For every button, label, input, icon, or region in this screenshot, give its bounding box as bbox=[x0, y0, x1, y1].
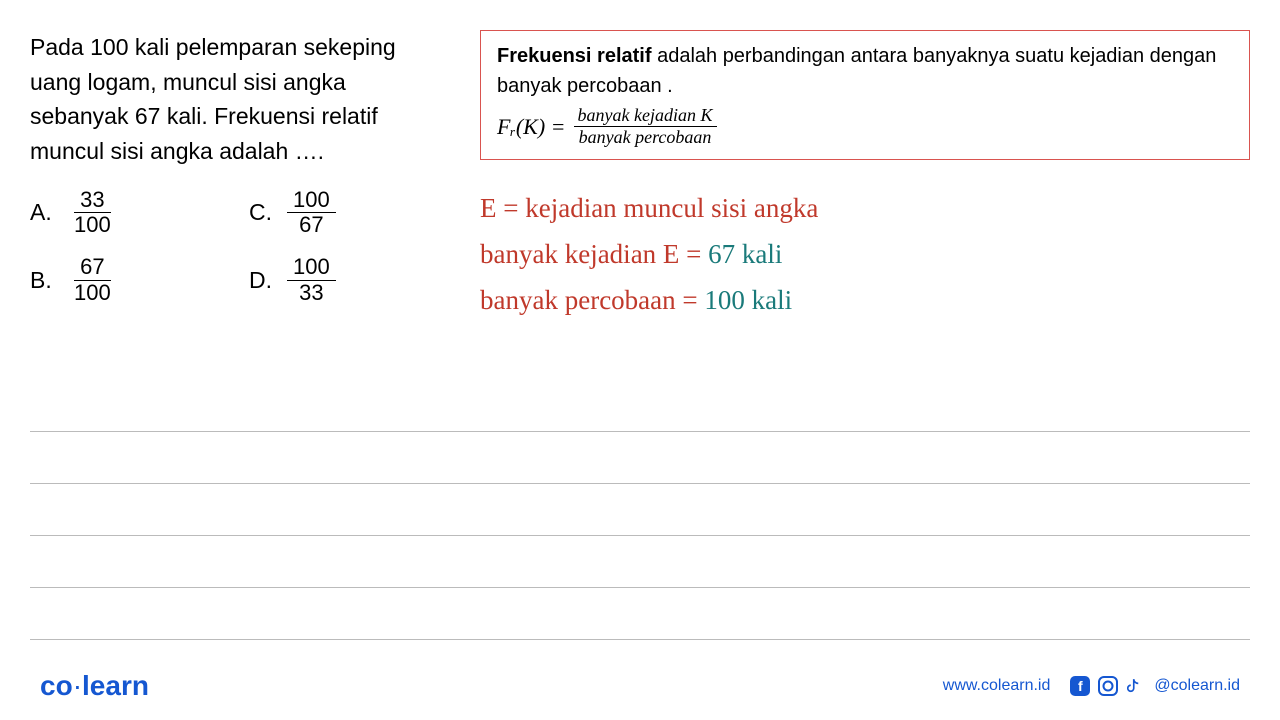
hand-line-2-teal: 67 kali bbox=[708, 239, 782, 269]
ruled-line bbox=[30, 588, 1250, 640]
footer: co·learn www.colearn.id f @colearn.id bbox=[0, 670, 1280, 702]
ruled-line bbox=[30, 484, 1250, 536]
option-d: D. 100 33 bbox=[249, 255, 440, 304]
fraction: 100 33 bbox=[287, 255, 336, 304]
fraction-numerator: 100 bbox=[287, 255, 336, 280]
formula-lhs: Fᵣ(K) = bbox=[497, 110, 566, 143]
fraction-numerator: 100 bbox=[287, 188, 336, 213]
option-b: B. 67 100 bbox=[30, 255, 221, 304]
facebook-icon: f bbox=[1070, 676, 1090, 696]
logo-dot: · bbox=[73, 670, 82, 701]
logo: co·learn bbox=[40, 670, 149, 702]
handwriting-area: E = kejadian muncul sisi angka banyak ke… bbox=[480, 186, 1250, 324]
ruled-lines bbox=[30, 380, 1250, 640]
instagram-icon bbox=[1098, 676, 1118, 696]
hand-line-2-red: banyak kejadian E = bbox=[480, 239, 708, 269]
hand-line-3-teal: 100 kali bbox=[704, 285, 792, 315]
question-text: Pada 100 kali pelemparan sekeping uang l… bbox=[30, 30, 440, 168]
ruled-line bbox=[30, 536, 1250, 588]
footer-url: www.colearn.id bbox=[943, 677, 1051, 695]
fraction: 67 100 bbox=[68, 255, 117, 304]
option-a: A. 33 100 bbox=[30, 188, 221, 237]
option-label: B. bbox=[30, 267, 54, 294]
logo-learn: learn bbox=[82, 670, 149, 701]
formula-denominator: banyak percobaan bbox=[575, 127, 716, 148]
tiktok-icon bbox=[1126, 676, 1146, 696]
formula-fraction: banyak kejadian K banyak percobaan bbox=[574, 105, 717, 147]
option-label: A. bbox=[30, 199, 54, 226]
formula: Fᵣ(K) = banyak kejadian K banyak percoba… bbox=[497, 105, 1233, 147]
definition-box: Frekuensi relatif adalah perbandingan an… bbox=[480, 30, 1250, 160]
option-label: C. bbox=[249, 199, 273, 226]
logo-co: co bbox=[40, 670, 73, 701]
ruled-line bbox=[30, 380, 1250, 432]
fraction-denominator: 100 bbox=[68, 213, 117, 237]
hand-line-1: E = kejadian muncul sisi angka bbox=[480, 193, 818, 223]
social-icons: f @colearn.id bbox=[1070, 676, 1240, 696]
hand-line-3-red: banyak percobaan = bbox=[480, 285, 704, 315]
definition-title: Frekuensi relatif bbox=[497, 45, 652, 67]
social-handle: @colearn.id bbox=[1154, 677, 1240, 695]
fraction-denominator: 67 bbox=[293, 213, 329, 237]
fraction-numerator: 67 bbox=[74, 255, 110, 280]
fraction-numerator: 33 bbox=[74, 188, 110, 213]
fraction: 33 100 bbox=[68, 188, 117, 237]
option-label: D. bbox=[249, 267, 273, 294]
fraction-denominator: 100 bbox=[68, 281, 117, 305]
ruled-line bbox=[30, 432, 1250, 484]
option-c: C. 100 67 bbox=[249, 188, 440, 237]
formula-numerator: banyak kejadian K bbox=[574, 105, 717, 127]
options-grid: A. 33 100 C. 100 67 B. 67 100 bbox=[30, 188, 440, 305]
fraction-denominator: 33 bbox=[293, 281, 329, 305]
fraction: 100 67 bbox=[287, 188, 336, 237]
